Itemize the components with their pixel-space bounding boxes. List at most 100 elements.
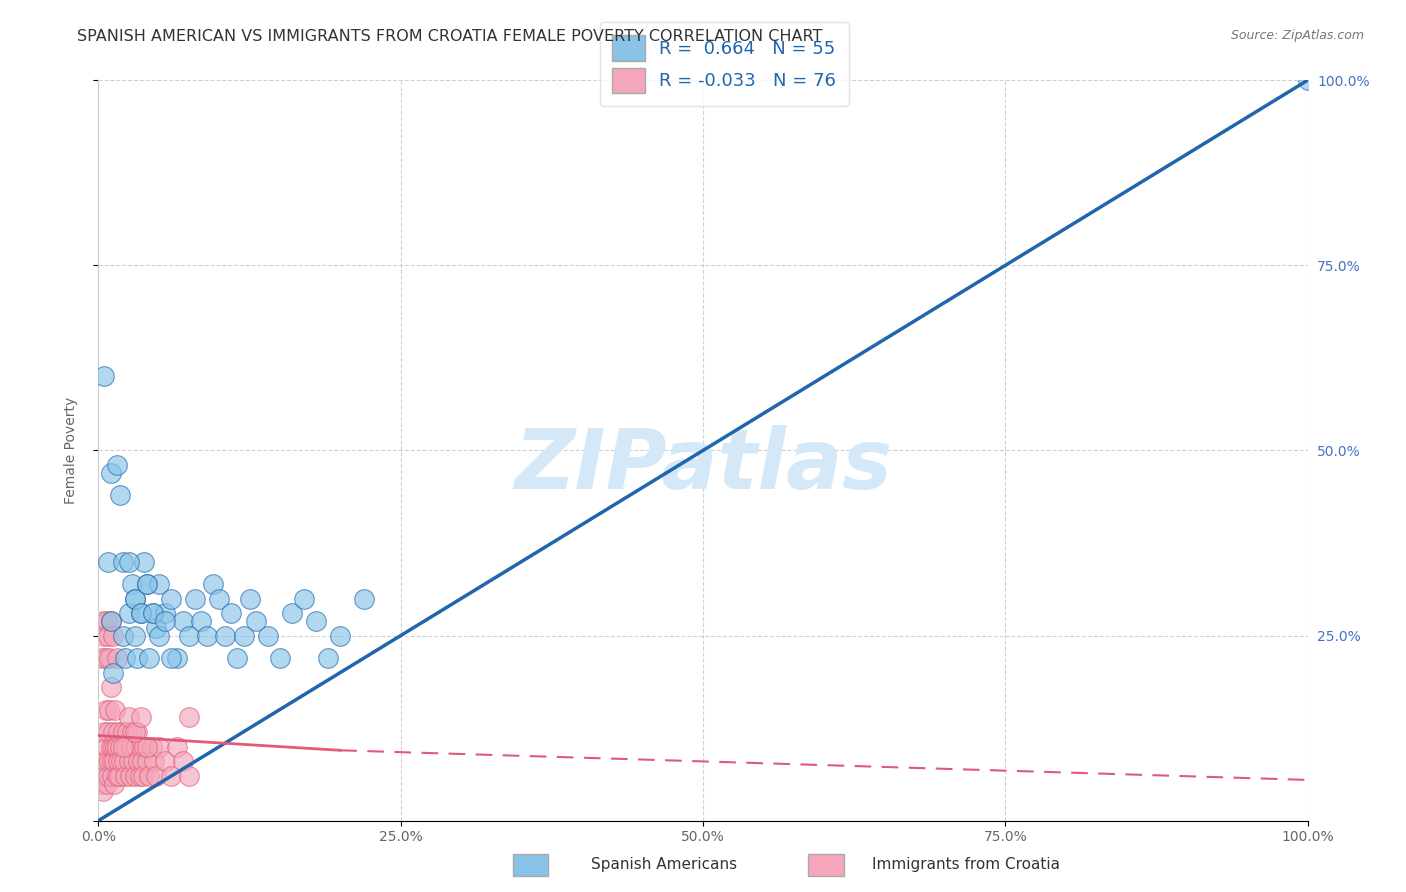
- Point: [134, 739, 156, 754]
- Point: [94, 755, 117, 769]
- Point: [91, 755, 114, 769]
- Point: [190, 614, 212, 628]
- Point: [121, 724, 143, 739]
- Point: [129, 607, 152, 621]
- Point: [105, 458, 128, 473]
- Point: [108, 739, 131, 754]
- Point: [100, 739, 122, 754]
- Point: [114, 650, 136, 665]
- Point: [100, 466, 122, 480]
- Point: [127, 650, 149, 665]
- Point: [160, 591, 183, 606]
- Point: [118, 607, 141, 621]
- Point: [93, 628, 115, 642]
- Point: [129, 739, 152, 754]
- Point: [118, 710, 141, 724]
- Point: [148, 576, 170, 591]
- Point: [110, 755, 132, 769]
- Point: [153, 614, 176, 628]
- Point: [96, 776, 118, 791]
- Point: [305, 614, 328, 628]
- Point: [184, 591, 207, 606]
- Point: [353, 591, 375, 606]
- Point: [122, 755, 145, 769]
- Point: [153, 607, 176, 621]
- Point: [98, 755, 121, 769]
- Point: [94, 650, 117, 665]
- Point: [118, 769, 141, 783]
- Point: [292, 591, 315, 606]
- Point: [269, 650, 291, 665]
- Point: [118, 555, 141, 569]
- Point: [118, 755, 141, 769]
- Point: [97, 724, 120, 739]
- Point: [100, 614, 122, 628]
- Point: [125, 739, 148, 754]
- Point: [98, 703, 121, 717]
- Point: [105, 650, 128, 665]
- Point: [104, 739, 127, 754]
- Legend: R =  0.664   N = 55, R = -0.033   N = 76: R = 0.664 N = 55, R = -0.033 N = 76: [599, 22, 849, 106]
- Point: [117, 724, 139, 739]
- Point: [97, 769, 120, 783]
- Point: [100, 614, 122, 628]
- Point: [135, 755, 157, 769]
- Point: [105, 739, 128, 754]
- Point: [226, 650, 249, 665]
- Point: [142, 607, 165, 621]
- Point: [195, 628, 218, 642]
- Point: [108, 488, 131, 502]
- Point: [148, 739, 170, 754]
- Text: SPANISH AMERICAN VS IMMIGRANTS FROM CROATIA FEMALE POVERTY CORRELATION CHART: SPANISH AMERICAN VS IMMIGRANTS FROM CROA…: [77, 29, 823, 45]
- Point: [101, 665, 124, 680]
- Point: [124, 724, 146, 739]
- Point: [91, 614, 114, 628]
- Point: [281, 607, 304, 621]
- Point: [93, 769, 115, 783]
- Point: [108, 769, 131, 783]
- Point: [135, 576, 157, 591]
- Point: [91, 784, 114, 798]
- Point: [172, 614, 194, 628]
- Point: [111, 724, 134, 739]
- Point: [114, 769, 136, 783]
- Point: [1296, 73, 1319, 87]
- Point: [166, 739, 188, 754]
- Point: [138, 769, 160, 783]
- Point: [127, 724, 149, 739]
- Point: [132, 769, 155, 783]
- Point: [160, 650, 183, 665]
- Point: [111, 739, 134, 754]
- Point: [129, 607, 152, 621]
- Point: [141, 739, 163, 754]
- Text: Spanish Americans: Spanish Americans: [591, 857, 737, 872]
- Point: [111, 555, 134, 569]
- Point: [129, 710, 152, 724]
- Point: [94, 703, 117, 717]
- Point: [120, 739, 142, 754]
- Point: [153, 755, 176, 769]
- Point: [127, 755, 149, 769]
- Text: ZIPatlas: ZIPatlas: [515, 425, 891, 506]
- Point: [93, 724, 115, 739]
- Point: [90, 776, 112, 791]
- Point: [245, 614, 267, 628]
- Point: [101, 739, 124, 754]
- Point: [128, 769, 150, 783]
- Point: [124, 591, 146, 606]
- Point: [97, 628, 120, 642]
- Point: [121, 576, 143, 591]
- Point: [214, 628, 236, 642]
- Y-axis label: Female Poverty: Female Poverty: [63, 397, 77, 504]
- Point: [172, 755, 194, 769]
- Point: [145, 769, 167, 783]
- Point: [145, 621, 167, 635]
- Point: [131, 755, 153, 769]
- Point: [124, 769, 146, 783]
- Point: [101, 628, 124, 642]
- Point: [148, 628, 170, 642]
- Point: [93, 369, 115, 384]
- Point: [124, 591, 146, 606]
- Point: [112, 755, 135, 769]
- Point: [166, 650, 188, 665]
